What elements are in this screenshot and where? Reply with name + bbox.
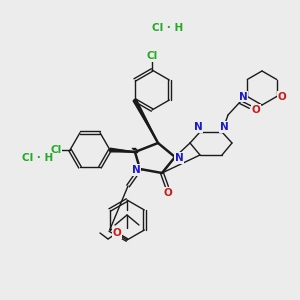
Text: N: N — [175, 153, 183, 163]
Polygon shape — [133, 99, 158, 143]
Text: Cl · H: Cl · H — [22, 153, 54, 163]
Text: O: O — [277, 92, 286, 101]
Text: O: O — [164, 188, 172, 198]
Text: Cl · H: Cl · H — [152, 23, 184, 33]
Text: Cl: Cl — [146, 51, 158, 61]
Text: N: N — [194, 122, 202, 132]
Text: O: O — [112, 228, 122, 238]
Text: N: N — [239, 92, 248, 101]
Text: N: N — [132, 165, 140, 175]
Text: Cl: Cl — [50, 145, 62, 155]
Text: N: N — [220, 122, 228, 132]
Polygon shape — [110, 148, 135, 152]
Text: O: O — [252, 105, 260, 115]
